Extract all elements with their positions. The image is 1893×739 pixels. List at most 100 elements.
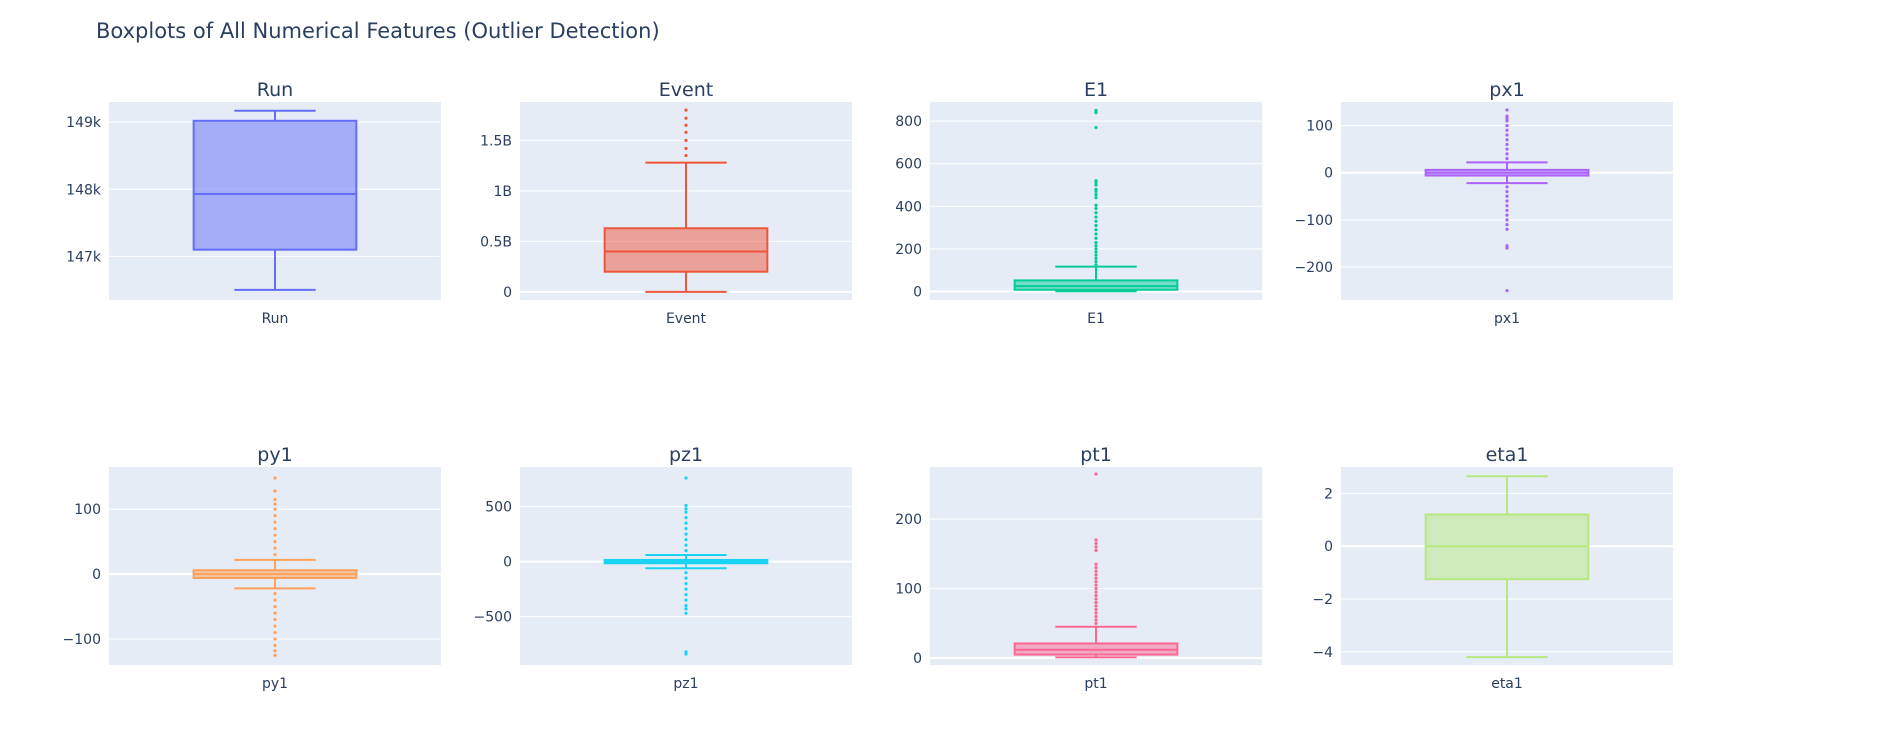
outlier-point <box>684 503 688 508</box>
outlier-point <box>684 516 688 520</box>
y-tick-label: 400 <box>895 199 922 215</box>
outlier-point <box>684 543 688 547</box>
y-tick-label: 147k <box>66 249 102 265</box>
outlier-point <box>684 138 688 142</box>
outlier-point <box>684 582 688 586</box>
outlier-point <box>1505 147 1509 151</box>
iqr-box <box>192 119 358 251</box>
outlier-point <box>273 520 277 524</box>
outlier-point <box>684 549 688 553</box>
y-tick-label: 100 <box>895 582 922 598</box>
x-category-label: py1 <box>262 676 288 692</box>
y-tick-label: −500 <box>474 610 512 626</box>
x-category-label: Event <box>666 311 707 327</box>
subplot-eta1: −4 −2 0 2 eta1 eta1 <box>1312 444 1673 692</box>
y-tick-label: 0 <box>913 284 922 300</box>
outlier-point <box>1505 116 1509 121</box>
outlier-point <box>273 476 277 480</box>
outlier-point <box>1094 590 1098 594</box>
outlier-point <box>1505 218 1509 222</box>
y-tick-label: 0 <box>1324 539 1333 555</box>
outlier-point <box>1505 138 1509 142</box>
outlier-point <box>1094 597 1098 601</box>
outlier-point <box>1094 538 1098 542</box>
outlier-point <box>1505 156 1509 161</box>
outlier-point <box>684 650 688 654</box>
outlier-point <box>684 571 688 575</box>
outlier-point <box>273 497 277 502</box>
outlier-point <box>273 502 277 506</box>
outlier-point <box>1094 228 1098 232</box>
outlier-point <box>273 546 277 550</box>
outlier-point <box>1505 288 1509 293</box>
y-tick-label: 200 <box>895 512 922 528</box>
outlier-point <box>1505 208 1509 213</box>
outlier-point <box>273 540 277 544</box>
outlier-point <box>1094 179 1098 183</box>
outlier-point <box>1094 541 1098 546</box>
outlier-point <box>684 604 688 608</box>
y-tick-label: 0.5B <box>480 234 512 250</box>
outlier-point <box>1094 187 1098 191</box>
y-tick-label: 1B <box>493 184 512 200</box>
outlier-point <box>684 146 688 151</box>
outlier-point <box>273 604 277 609</box>
outlier-point <box>1505 227 1509 231</box>
outlier-point <box>273 533 277 537</box>
outlier-point <box>1094 472 1098 476</box>
outlier-point <box>1094 232 1098 236</box>
outlier-point <box>273 598 277 602</box>
x-category-label: E1 <box>1087 311 1105 327</box>
outlier-point <box>1094 206 1098 211</box>
outlier-point <box>1094 593 1098 598</box>
y-tick-label: −100 <box>63 632 101 648</box>
outlier-point <box>684 507 688 511</box>
outlier-point <box>1094 614 1098 618</box>
outlier-point <box>1094 580 1098 584</box>
outlier-point <box>1094 236 1098 240</box>
outlier-point <box>273 507 277 511</box>
outlier-point <box>684 116 688 120</box>
figure-title: Boxplots of All Numerical Features (Outl… <box>96 19 660 43</box>
outlier-point <box>1505 213 1509 217</box>
outlier-point <box>1505 222 1509 227</box>
outlier-point <box>273 649 277 653</box>
outlier-point <box>1505 119 1509 123</box>
outlier-point <box>1094 607 1098 612</box>
outlier-point <box>684 532 688 536</box>
outlier-point <box>1505 142 1509 147</box>
outlier-point <box>1094 600 1098 605</box>
outlier-point <box>273 591 277 596</box>
outlier-point <box>684 521 688 525</box>
outlier-point <box>1505 246 1509 250</box>
outlier-point <box>1094 211 1098 215</box>
outlier-point <box>1094 193 1098 197</box>
outlier-point <box>1094 247 1098 251</box>
outlier-point <box>684 587 688 591</box>
x-category-label: pz1 <box>673 676 698 692</box>
outlier-point <box>273 643 277 648</box>
outlier-point <box>273 514 277 518</box>
outlier-point <box>1094 566 1098 570</box>
y-tick-label: 600 <box>895 157 922 173</box>
outlier-point <box>1094 125 1098 130</box>
outlier-point <box>1094 618 1098 622</box>
outlier-point <box>1094 244 1098 248</box>
outlier-point <box>1505 114 1509 118</box>
outlier-point <box>273 653 277 657</box>
y-tick-label: 2 <box>1324 486 1333 502</box>
outlier-point <box>1094 569 1098 573</box>
subplot-title: py1 <box>257 444 292 466</box>
outlier-point <box>684 476 688 480</box>
subplot-E1: 0 200 400 600 800 E1 E1 <box>895 79 1262 327</box>
subplot-title: Run <box>257 79 293 101</box>
outlier-point <box>273 489 277 493</box>
outlier-point <box>1094 256 1098 261</box>
outlier-point <box>1505 128 1509 132</box>
y-tick-label: 800 <box>895 114 922 130</box>
outlier-point <box>684 652 688 656</box>
outlier-point <box>1094 621 1098 625</box>
outlier-point <box>1094 250 1098 254</box>
y-tick-label: 0 <box>92 567 101 583</box>
